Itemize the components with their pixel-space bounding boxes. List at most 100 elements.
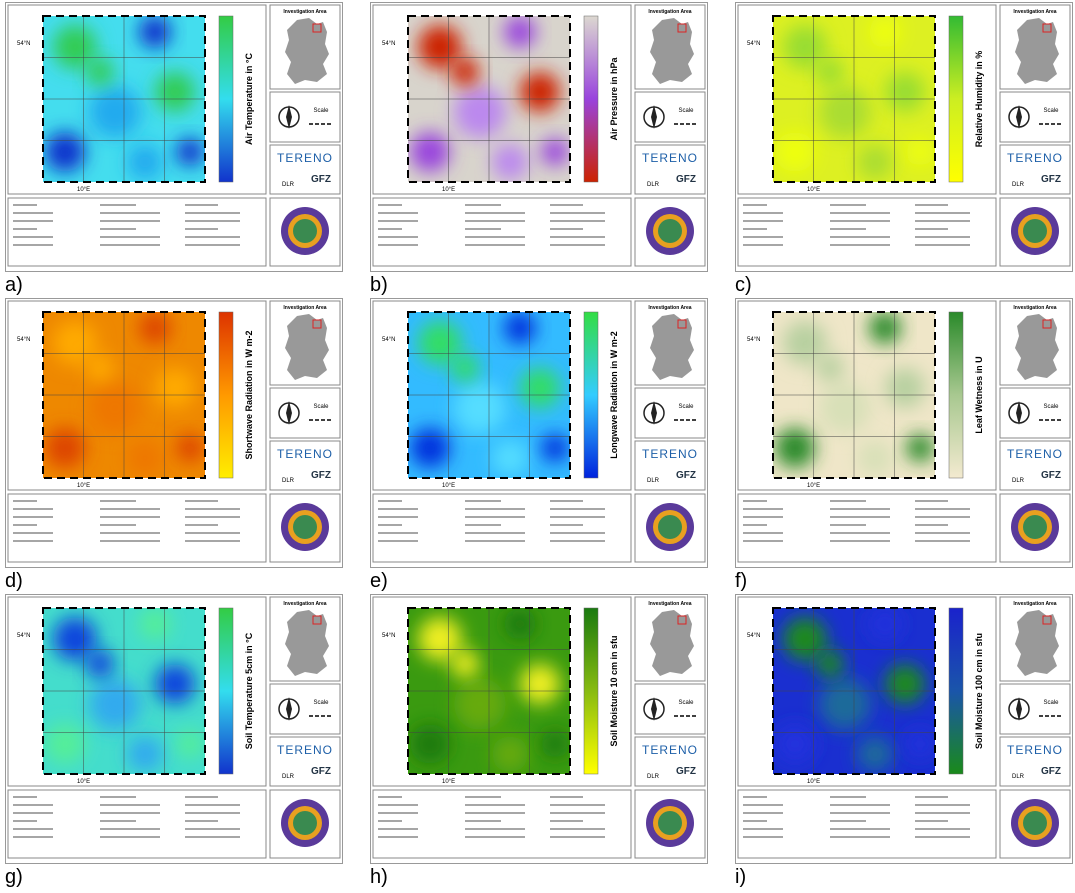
scale-label: Scale: [313, 404, 329, 410]
panel-label: b): [370, 274, 388, 297]
dlr-logo: DLR: [1012, 478, 1025, 484]
colorbar: [584, 608, 598, 774]
heatmap-spot: [127, 440, 163, 476]
heatmap-spot: [86, 58, 114, 86]
panel-label: d): [5, 570, 23, 593]
heatmap-spot: [45, 724, 85, 764]
sidebar-box: [270, 388, 340, 438]
colorbar-title: Soil Temperature 5cm in °C: [244, 632, 254, 749]
project-logo: [1023, 515, 1047, 539]
heatmap-spot: [155, 72, 195, 112]
tereno-logo: TERENO: [1007, 447, 1063, 461]
info-box: [373, 494, 631, 562]
lat-label: 54°N: [17, 633, 30, 639]
heatmap-spot: [541, 138, 569, 166]
heatmap-spot: [45, 132, 85, 172]
sidebar-title: Investigation Area: [1013, 601, 1056, 607]
heatmap-spot: [410, 724, 450, 764]
heatmap-spot: [816, 354, 844, 382]
lat-label: 54°N: [747, 41, 760, 47]
heatmap-spot: [885, 72, 925, 112]
heatmap-spot: [492, 736, 528, 772]
colorbar: [219, 312, 233, 478]
tereno-logo: TERENO: [642, 743, 698, 757]
tereno-logo: TERENO: [642, 447, 698, 461]
info-box: [8, 494, 266, 562]
scale-label: Scale: [313, 700, 329, 706]
heatmap-spot: [451, 58, 479, 86]
lat-label: 54°N: [382, 41, 395, 47]
heatmap-spot: [492, 440, 528, 476]
panel-label: h): [370, 866, 388, 889]
heatmap-spot: [89, 382, 141, 434]
lon-label: 10°E: [442, 187, 455, 193]
heatmap-spot: [451, 650, 479, 678]
lon-label: 10°E: [77, 483, 90, 489]
heatmap-spot: [155, 368, 195, 408]
colorbar-title: Air Temperature in °C: [244, 53, 254, 145]
gfz-logo: GFZ: [676, 174, 696, 185]
info-box: [738, 198, 996, 266]
colorbar-title: Soil Moisture 100 cm in sfu: [974, 633, 984, 749]
sidebar-title: Investigation Area: [283, 9, 326, 15]
project-logo: [1023, 219, 1047, 243]
lat-label: 54°N: [747, 337, 760, 343]
sidebar-title: Investigation Area: [648, 9, 691, 15]
germany-outline: [650, 314, 694, 380]
germany-outline: [650, 18, 694, 84]
heatmap-spot: [857, 440, 893, 476]
heatmap-spot: [906, 730, 934, 758]
heatmap-spot: [139, 608, 171, 640]
colorbar: [949, 312, 963, 478]
heatmap-spot: [176, 138, 204, 166]
info-box: [738, 790, 996, 858]
panel-label: g): [5, 866, 23, 889]
sidebar-title: Investigation Area: [283, 601, 326, 607]
heatmap-spot: [819, 382, 871, 434]
info-box: [373, 198, 631, 266]
heatmap-spot: [885, 664, 925, 704]
figure: 54°N 10°E Air Temperature in °C Investigati…: [0, 0, 1075, 893]
tereno-logo: TERENO: [642, 151, 698, 165]
colorbar-title: Leaf Wetness in U: [974, 356, 984, 433]
heatmap-spot: [139, 16, 171, 48]
project-logo: [658, 811, 682, 835]
sidebar-box: [635, 684, 705, 734]
tereno-logo: TERENO: [277, 743, 333, 757]
colorbar: [584, 16, 598, 182]
heatmap-spot: [541, 730, 569, 758]
heatmap-spot: [454, 382, 506, 434]
lon-label: 10°E: [807, 779, 820, 785]
heatmap-spot: [155, 664, 195, 704]
map-panel: 54°N10°ERelative Humidity in %Investigat…: [735, 2, 1073, 272]
colorbar: [949, 608, 963, 774]
scale-label: Scale: [1043, 404, 1059, 410]
panel-label: f): [735, 570, 747, 593]
scale-label: Scale: [678, 108, 694, 114]
sidebar-title: Investigation Area: [1013, 305, 1056, 311]
panel-label: i): [735, 866, 746, 889]
project-logo: [293, 515, 317, 539]
sidebar-box: [635, 388, 705, 438]
lon-label: 10°E: [807, 187, 820, 193]
heatmap-spot: [139, 312, 171, 344]
sidebar-title: Investigation Area: [648, 601, 691, 607]
map-panel: 54°N10°EAir Temperature in °CInvestigati…: [5, 2, 343, 272]
lat-label: 54°N: [747, 633, 760, 639]
colorbar: [219, 608, 233, 774]
heatmap-spot: [819, 86, 871, 138]
project-logo: [293, 219, 317, 243]
heatmap-spot: [885, 368, 925, 408]
info-box: [8, 198, 266, 266]
gfz-logo: GFZ: [676, 766, 696, 777]
heatmap-spot: [869, 16, 901, 48]
gfz-logo: GFZ: [1041, 766, 1061, 777]
dlr-logo: DLR: [282, 182, 295, 188]
gfz-logo: GFZ: [311, 470, 331, 481]
dlr-logo: DLR: [282, 478, 295, 484]
sidebar-box: [270, 92, 340, 142]
map-panel: 54°N10°ESoil Moisture 10 cm in sfuInvest…: [370, 594, 708, 864]
heatmap-spot: [410, 132, 450, 172]
